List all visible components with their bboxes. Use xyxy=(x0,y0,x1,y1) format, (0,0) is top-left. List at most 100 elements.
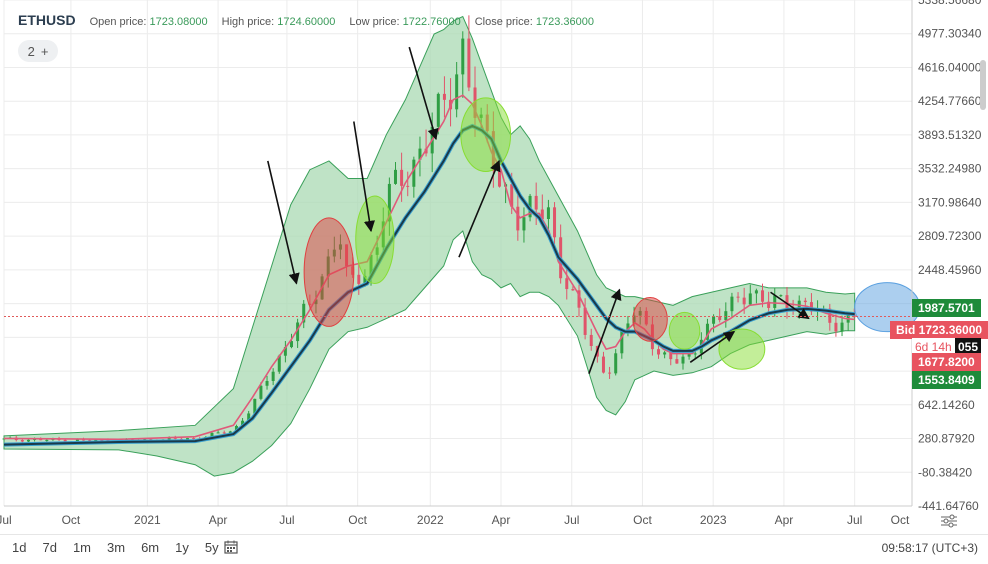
highlight-ellipse xyxy=(632,297,668,342)
bid-price-tag: Bid 1723.36000 xyxy=(890,321,988,339)
candle-body xyxy=(283,347,287,356)
candle-body xyxy=(216,432,220,434)
candle-body xyxy=(418,148,422,160)
chart-header: ETHUSD Open price: 1723.08000 High price… xyxy=(18,12,594,28)
price-scale-scrollbar[interactable] xyxy=(980,60,986,110)
y-tick-label: 4977.30340 xyxy=(918,27,982,41)
candle-body xyxy=(296,322,300,342)
candle-body xyxy=(455,74,459,110)
candle-body xyxy=(785,295,789,310)
period-selector: 1d 7d 1m 3m 6m 1y 5y xyxy=(12,540,219,555)
candle-body xyxy=(277,355,281,372)
y-tick-label: 2448.45960 xyxy=(918,263,982,277)
x-tick-label: Apr xyxy=(209,513,228,527)
candle-body xyxy=(63,439,67,443)
trend-arrow xyxy=(353,121,375,233)
candle-body xyxy=(210,432,214,437)
candle-body xyxy=(779,295,783,297)
highlight-ellipse xyxy=(668,311,701,350)
candle-body xyxy=(222,432,226,434)
trend-arrow xyxy=(770,291,810,320)
y-tick-label: 4254.77660 xyxy=(918,94,982,108)
x-tick-label: 2023 xyxy=(700,513,727,527)
candle-body xyxy=(241,420,245,426)
period-1y[interactable]: 1y xyxy=(175,540,189,555)
candle-body xyxy=(608,372,612,374)
candle-body xyxy=(840,322,844,332)
candle-body xyxy=(577,290,581,308)
candle-body xyxy=(724,311,728,321)
y-tick-label: 5338.56680 xyxy=(918,0,982,7)
candle-body xyxy=(736,296,740,298)
candle-body xyxy=(748,293,752,305)
candle-body xyxy=(436,93,440,127)
x-tick-label: Jul xyxy=(279,513,294,527)
period-1m[interactable]: 1m xyxy=(72,540,91,555)
candle-body xyxy=(173,437,177,439)
x-tick-label: Oct xyxy=(348,513,367,527)
y-tick-label: 2809.72300 xyxy=(918,229,982,243)
highlight-ellipse xyxy=(355,195,395,285)
layers-count: 2 xyxy=(27,43,35,59)
add-icon: + xyxy=(40,43,49,59)
indicator-layers-button[interactable]: 2 + xyxy=(18,40,58,62)
candle-body xyxy=(730,296,734,312)
candle-body xyxy=(247,413,251,421)
x-tick-label: Oct xyxy=(62,513,81,527)
candle-body xyxy=(234,425,238,432)
candle-body xyxy=(26,439,30,442)
x-tick-label: 2021 xyxy=(134,513,161,527)
open-price: Open price: 1723.08000 xyxy=(89,16,208,28)
candle-body xyxy=(39,438,43,441)
candle-body xyxy=(669,352,673,360)
candle-body xyxy=(442,93,446,100)
candle-body xyxy=(601,356,605,373)
candle-body xyxy=(100,439,104,441)
candle-body xyxy=(271,371,275,381)
candle-body xyxy=(167,437,171,440)
x-tick-label: Apr xyxy=(775,513,794,527)
candle-body xyxy=(461,38,465,75)
candle-body xyxy=(803,300,807,303)
candle-body xyxy=(754,290,758,294)
candle-body xyxy=(834,322,838,332)
candle-body xyxy=(75,439,79,442)
candle-body xyxy=(522,217,526,231)
candle-body xyxy=(20,440,24,442)
period-5y[interactable]: 5y xyxy=(204,540,219,555)
candle-body xyxy=(687,354,691,357)
candle-body xyxy=(302,303,306,323)
trend-arrow xyxy=(267,160,300,285)
x-tick-label: 2022 xyxy=(417,513,444,527)
x-tick-label: Oct xyxy=(891,513,910,527)
candle-body xyxy=(583,307,587,335)
symbol-name: ETHUSD xyxy=(18,12,76,28)
moving-average-tag: 1677.8200 xyxy=(912,353,981,371)
candle-body xyxy=(540,209,544,219)
period-3m[interactable]: 3m xyxy=(107,540,126,555)
period-7d[interactable]: 7d xyxy=(42,540,57,555)
y-tick-label: 3893.51320 xyxy=(918,128,982,142)
candle-body xyxy=(516,206,520,231)
period-6m[interactable]: 6m xyxy=(141,540,160,555)
candle-timer-tag: 6d 14h xyxy=(912,338,955,356)
candle-body xyxy=(773,295,777,308)
candle-body xyxy=(614,353,618,374)
candle-body xyxy=(400,169,404,186)
y-tick-label: 642.14260 xyxy=(918,398,975,412)
trend-arrow xyxy=(588,288,622,374)
candle-body xyxy=(809,302,813,312)
candle-body xyxy=(620,329,624,354)
candle-body xyxy=(186,438,190,440)
period-1d[interactable]: 1d xyxy=(12,540,27,555)
x-tick-label: Oct xyxy=(633,513,652,527)
y-tick-label: 3170.98640 xyxy=(918,195,982,209)
candle-body xyxy=(565,278,569,290)
candle-timer-suffix: 055 xyxy=(955,338,982,356)
candle-body xyxy=(363,275,367,284)
candle-body xyxy=(767,301,771,308)
sliders-icon[interactable] xyxy=(940,514,958,528)
calendar-icon[interactable] xyxy=(224,540,238,554)
trend-arrow xyxy=(689,330,736,363)
